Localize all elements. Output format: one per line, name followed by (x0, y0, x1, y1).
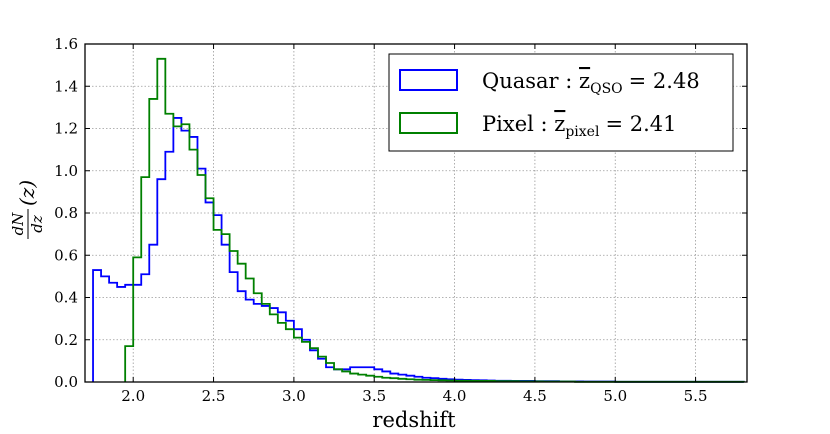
x-tick-label: 4.0 (443, 387, 467, 405)
legend-pixel-value: = 2.41 (605, 112, 676, 136)
y-tick-label: 0.2 (54, 331, 78, 349)
legend-quasar-value: = 2.48 (629, 69, 700, 93)
y-axis-label: dN dz (z) (9, 180, 46, 239)
x-tick-label: 5.0 (603, 387, 627, 405)
legend: Quasar : zQSO = 2.48 Pixel : zpixel = 2.41 (388, 53, 734, 152)
x-tick-label: 2.0 (121, 387, 145, 405)
x-tick-label: 5.5 (684, 387, 708, 405)
x-tick-label: 4.5 (523, 387, 547, 405)
y-tick-label: 1.4 (54, 77, 78, 95)
legend-pixel-name: Pixel : (482, 112, 554, 136)
x-axis-label: redshift (372, 408, 456, 432)
x-tick-label: 2.5 (202, 387, 226, 405)
axis-ticks (85, 43, 747, 383)
legend-quasar-name: Quasar : (482, 69, 579, 93)
y-tick-label: 0.0 (54, 373, 78, 391)
y-label-numerator: dN (9, 212, 27, 236)
x-tick-label: 3.0 (282, 387, 306, 405)
y-label-denominator: dz (28, 215, 46, 233)
y-tick-label: 1.6 (54, 35, 78, 53)
y-tick-label: 1.2 (54, 120, 78, 138)
tick-labels: 2.0 2.5 3.0 3.5 4.0 4.5 5.0 5.5 0.0 0.2 0.4 0.6 0.8 1… (54, 35, 707, 405)
y-tick-label: 0.8 (54, 204, 78, 222)
y-tick-label: 1.0 (54, 162, 78, 180)
legend-quasar-subscript: QSO (590, 81, 623, 97)
y-label-argument: (z) (15, 180, 39, 206)
legend-label-pixel: Pixel : zpixel = 2.41 (482, 112, 676, 140)
legend-swatch-quasar (399, 69, 458, 91)
legend-pixel-zbar: z (554, 112, 565, 136)
y-tick-label: 0.4 (54, 289, 78, 307)
y-tick-label: 0.6 (54, 246, 78, 264)
legend-pixel-subscript: pixel (565, 124, 600, 140)
legend-quasar-zbar: z (579, 69, 590, 93)
x-tick-label: 3.5 (362, 387, 386, 405)
legend-label-quasar: Quasar : zQSO = 2.48 (482, 69, 700, 97)
legend-swatch-pixel (399, 112, 458, 134)
